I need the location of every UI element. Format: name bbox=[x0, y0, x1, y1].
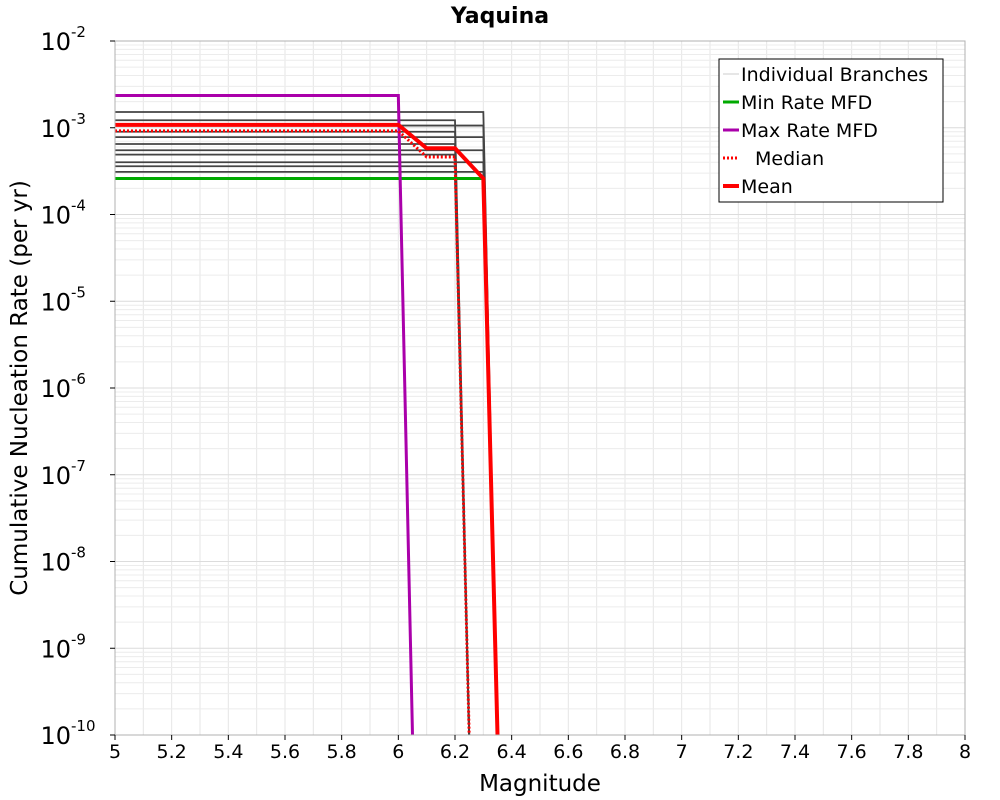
median-series-line bbox=[115, 129, 471, 736]
series-layer bbox=[115, 94, 500, 736]
legend-label: Max Rate MFD bbox=[741, 120, 878, 142]
grid bbox=[114, 41, 966, 736]
x-tick-label: 5.6 bbox=[270, 741, 300, 763]
y-tick-label: 10 bbox=[40, 288, 71, 316]
legend: Individual Branches Min Rate MFD Max Rate … bbox=[718, 58, 944, 203]
x-axis-label: Magnitude bbox=[479, 771, 601, 797]
y-axis-label: Cumulative Nucleation Rate (per yr) bbox=[7, 180, 33, 596]
x-tick-label: 6.2 bbox=[440, 741, 470, 763]
legend-box bbox=[718, 58, 944, 203]
x-tick-label: 6.8 bbox=[610, 741, 640, 763]
x-ticks: 5 5.2 5.4 5.6 5.8 6 6.2 6.4 6.6 6.8 7 7.2 7.4 7.6 7.8 8 bbox=[109, 735, 971, 763]
x-tick-label: 7.6 bbox=[837, 741, 867, 763]
x-tick-label: 7.8 bbox=[893, 741, 923, 763]
y-tick-exponent: -7 bbox=[71, 457, 86, 475]
x-tick-label: 6.4 bbox=[497, 741, 527, 763]
y-tick-label: 10 bbox=[40, 549, 71, 577]
legend-label: Min Rate MFD bbox=[741, 92, 872, 114]
y-tick-label: 10 bbox=[40, 722, 71, 750]
y-tick-label: 10 bbox=[40, 115, 71, 143]
y-tick-label: 10 bbox=[40, 375, 71, 403]
x-tick-label: 7 bbox=[676, 741, 688, 763]
x-tick-label: 6 bbox=[392, 741, 404, 763]
mean-series-line bbox=[115, 122, 500, 736]
x-tick-label: 8 bbox=[959, 741, 971, 763]
x-tick-label: 7.4 bbox=[780, 741, 810, 763]
legend-label: Median bbox=[755, 148, 824, 170]
y-tick-exponent: -10 bbox=[71, 717, 96, 735]
legend-label: Individual Branches bbox=[741, 64, 928, 86]
x-tick-label: 5.8 bbox=[327, 741, 357, 763]
y-tick-exponent: -2 bbox=[71, 23, 86, 41]
x-tick-label: 7.2 bbox=[723, 741, 753, 763]
y-tick-exponent: -3 bbox=[71, 110, 86, 128]
max-series-line bbox=[115, 94, 414, 736]
y-tick-exponent: -6 bbox=[71, 370, 86, 388]
chart-title: Yaquina bbox=[450, 4, 549, 29]
y-tick-exponent: -4 bbox=[71, 197, 86, 215]
y-tick-label: 10 bbox=[40, 202, 71, 230]
y-tick-exponent: -8 bbox=[71, 544, 86, 562]
y-tick-label: 10 bbox=[40, 635, 71, 663]
y-tick-label: 10 bbox=[40, 28, 71, 56]
x-tick-label: 5.4 bbox=[213, 741, 243, 763]
x-tick-label: 5 bbox=[109, 741, 121, 763]
x-tick-label: 6.6 bbox=[553, 741, 583, 763]
y-tick-label: 10 bbox=[40, 462, 71, 490]
y-tick-exponent: -5 bbox=[71, 283, 86, 301]
y-ticks: 10-210-310-410-510-610-710-810-910-10 bbox=[40, 23, 115, 750]
legend-label: Mean bbox=[741, 176, 793, 198]
y-tick-exponent: -9 bbox=[71, 630, 86, 648]
x-tick-label: 5.2 bbox=[157, 741, 187, 763]
